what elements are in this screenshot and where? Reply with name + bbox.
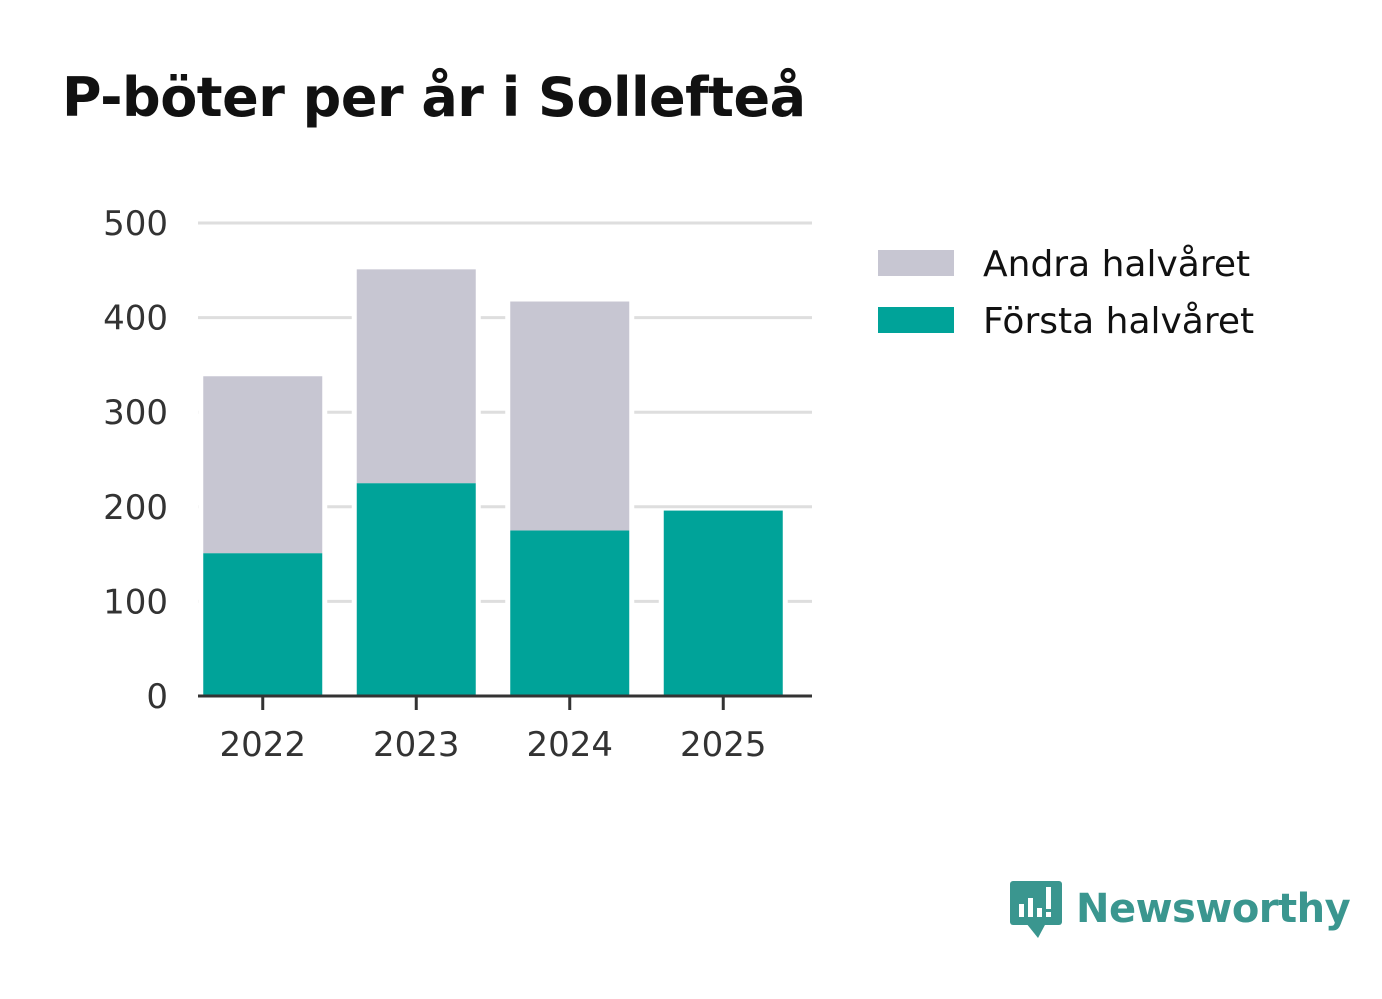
newsworthy-brand: Newsworthy bbox=[1010, 878, 1351, 940]
x-tick-label: 2022 bbox=[219, 725, 306, 765]
brand-name: Newsworthy bbox=[1076, 886, 1351, 932]
x-tick-label: 2025 bbox=[680, 725, 767, 765]
x-tick-label: 2024 bbox=[526, 725, 613, 765]
chart-title: P-böter per år i Sollefteå bbox=[62, 66, 806, 129]
x-tick-label: 2023 bbox=[373, 725, 460, 765]
legend-label-forsta: Första halvåret bbox=[983, 301, 1254, 342]
bar-2024-forsta bbox=[510, 530, 630, 696]
bar-2022-forsta bbox=[203, 553, 323, 696]
legend-swatch-andra bbox=[878, 250, 954, 276]
y-tick-label: 200 bbox=[103, 488, 168, 528]
y-tick-label: 100 bbox=[103, 582, 168, 622]
bar-2024-andra bbox=[510, 301, 630, 531]
y-tick-label: 300 bbox=[103, 393, 168, 433]
bar-2025-forsta bbox=[663, 510, 783, 696]
legend-swatch-forsta bbox=[878, 307, 954, 333]
legend-label-andra: Andra halvåret bbox=[983, 244, 1250, 285]
y-tick-label: 500 bbox=[103, 204, 168, 244]
bar-2022-andra bbox=[203, 376, 323, 554]
bar-2023-forsta bbox=[356, 483, 476, 696]
y-tick-label: 0 bbox=[146, 677, 168, 717]
bar-2023-andra bbox=[356, 269, 476, 484]
y-tick-label: 400 bbox=[103, 299, 168, 339]
bars bbox=[198, 269, 788, 696]
legend: Andra halvåret Första halvåret bbox=[878, 244, 1254, 342]
axes: 0 100 200 300 400 500 2022 2023 2024 2025 bbox=[103, 204, 812, 765]
newsworthy-logo-icon bbox=[1010, 881, 1062, 938]
